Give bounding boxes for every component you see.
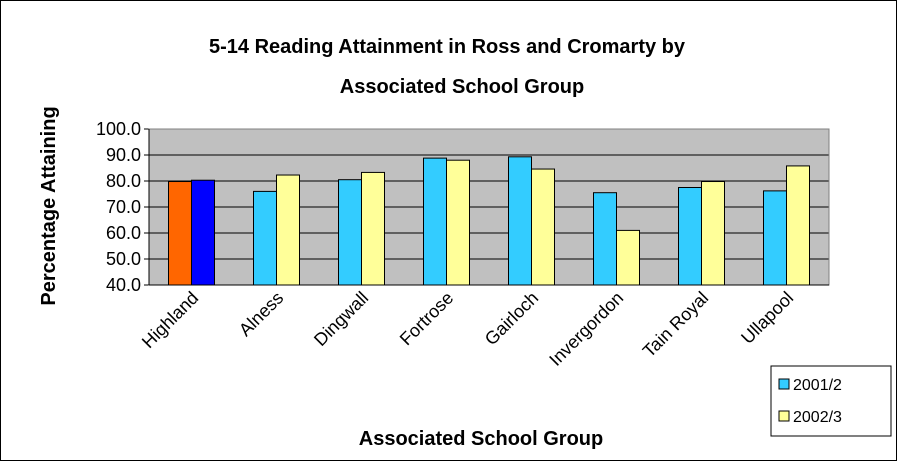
- x-axis-title: Associated School Group: [359, 428, 603, 450]
- bar-ullapool-2001-2: [763, 190, 787, 286]
- legend-swatch-2002-3: [778, 410, 790, 422]
- x-tick-label: Ullapool: [737, 288, 797, 348]
- legend: 2001/2 2002/3: [770, 365, 892, 437]
- y-axis-title: Percentage Attaining: [38, 106, 60, 305]
- legend-label-2002-3: 2002/3: [793, 409, 842, 426]
- bar-highland-2001-2: [168, 181, 192, 286]
- bar-gairloch-2002-3: [531, 168, 555, 286]
- bar-alness-2002-3: [276, 174, 300, 286]
- x-tick-label: Highland: [138, 288, 202, 352]
- y-tick-label: 80.0: [106, 171, 141, 191]
- chart-title-line1: 5-14 Reading Attainment in Ross and Crom…: [209, 36, 686, 58]
- bar-ullapool-2002-3: [786, 165, 810, 286]
- y-tick-label: 100.0: [96, 119, 141, 139]
- x-tick-label: Fortrose: [396, 288, 458, 350]
- x-tick-label: Gairloch: [481, 288, 543, 350]
- bar-invergordon-2002-3: [616, 229, 640, 286]
- bar-dingwall-2002-3: [361, 171, 385, 286]
- y-tick-label: 70.0: [106, 197, 141, 217]
- bar-gairloch-2001-2: [508, 156, 532, 286]
- bar-dingwall-2001-2: [338, 179, 362, 286]
- y-tick-label: 50.0: [106, 249, 141, 269]
- bar-alness-2001-2: [253, 190, 277, 286]
- y-tick-label: 40.0: [106, 275, 141, 295]
- bar-tain-royal-2002-3: [701, 181, 725, 286]
- chart-title-line2: Associated School Group: [340, 76, 584, 98]
- bar-highland-2002-3: [191, 179, 215, 286]
- bar-fortrose-2002-3: [446, 159, 470, 286]
- legend-label-2001-2: 2001/2: [793, 377, 842, 394]
- x-tick-label: Tain Royal: [639, 288, 713, 362]
- legend-swatch-2001-2: [778, 378, 790, 390]
- legend-box: [770, 365, 892, 437]
- x-tick-label: Dingwall: [310, 288, 372, 350]
- bar-tain-royal-2001-2: [678, 187, 702, 286]
- x-tick-label: Alness: [235, 288, 287, 340]
- plot-area: 40.0 50.0 60.0 70.0 80.0 90.0 100.0 Highland Aln…: [96, 119, 830, 370]
- bar-invergordon-2001-2: [593, 192, 617, 286]
- x-tick-label: Invergordon: [545, 288, 627, 370]
- y-tick-label: 60.0: [106, 223, 141, 243]
- y-tick-label: 90.0: [106, 145, 141, 165]
- bar-fortrose-2001-2: [423, 157, 447, 286]
